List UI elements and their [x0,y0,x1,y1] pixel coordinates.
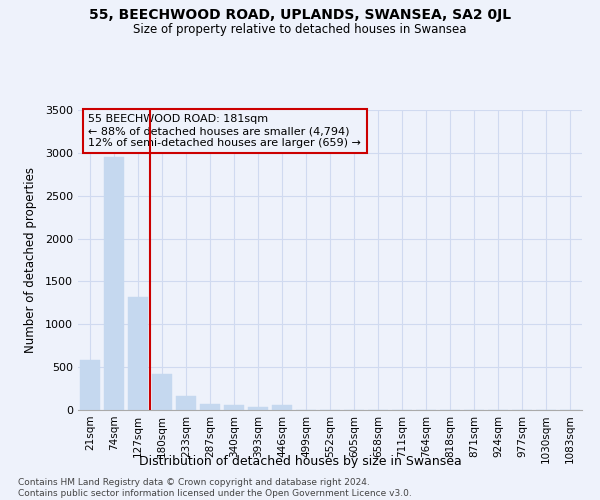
Bar [80,360,100,410]
Text: Contains HM Land Registry data © Crown copyright and database right 2024.
Contai: Contains HM Land Registry data © Crown c… [18,478,412,498]
Bar [128,297,148,410]
Y-axis label: Number of detached properties: Number of detached properties [23,167,37,353]
Text: Size of property relative to detached houses in Swansea: Size of property relative to detached ho… [133,22,467,36]
Text: 55, BEECHWOOD ROAD, UPLANDS, SWANSEA, SA2 0JL: 55, BEECHWOOD ROAD, UPLANDS, SWANSEA, SA… [89,8,511,22]
Bar [104,157,124,410]
Bar [224,406,244,410]
Text: Distribution of detached houses by size in Swansea: Distribution of detached houses by size … [139,455,461,468]
Text: 55 BEECHWOOD ROAD: 181sqm
← 88% of detached houses are smaller (4,794)
12% of se: 55 BEECHWOOD ROAD: 181sqm ← 88% of detac… [88,114,361,148]
Bar [272,406,292,410]
Bar [200,404,220,410]
Bar [152,374,172,410]
Bar [176,396,196,410]
Bar [248,408,268,410]
